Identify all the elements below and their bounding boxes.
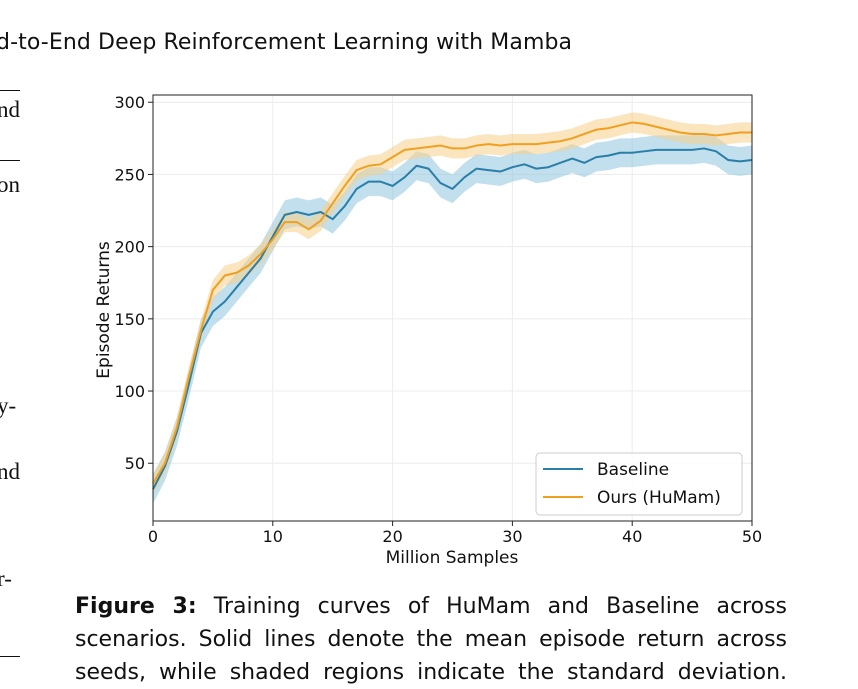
left-column-fragment: nd (0, 97, 20, 122)
y-tick-label: 250 (114, 165, 145, 184)
left-column-rule-mid (0, 160, 20, 161)
std-band-ours (153, 112, 752, 494)
x-tick-label: 30 (502, 527, 522, 546)
legend-label-baseline: Baseline (597, 460, 669, 480)
x-tick-label: 0 (148, 527, 158, 546)
series-line-ours (152, 121, 752, 484)
left-column-fragment: on (0, 172, 20, 197)
y-tick-label: 100 (114, 382, 145, 401)
left-column-fragment: r- (0, 566, 12, 591)
y-axis-label: Episode Returns (94, 241, 114, 379)
caption-line-1: Figure 3: Training curves of HuMam and B… (75, 590, 787, 623)
x-tick-label: 40 (622, 527, 642, 546)
figure-caption: Figure 3: Training curves of HuMam and B… (75, 590, 787, 689)
running-header: d-to-End Deep Reinforcement Learning wit… (0, 30, 573, 55)
caption-text: Training curves of HuMam and Baseline ac… (213, 594, 788, 619)
caption-line-3: seeds, while shaded regions indicate the… (75, 660, 787, 685)
left-column-fragment: y- (0, 393, 17, 418)
left-column-rule-bottom (0, 656, 20, 657)
plot-frame (152, 94, 753, 522)
legend: Baseline Ours (HuMam) (535, 452, 743, 516)
std-bands (153, 112, 752, 504)
y-tick-label: 200 (114, 238, 145, 257)
caption-label: Figure 3: (75, 594, 197, 619)
left-column-fragment: nd (0, 459, 20, 484)
x-tick-label: 50 (742, 527, 762, 546)
left-column-rule-top (0, 90, 20, 91)
x-tick-label: 10 (263, 527, 283, 546)
legend-box (535, 452, 743, 516)
x-tick-label: 20 (382, 527, 402, 546)
caption-line-2: scenarios. Solid lines denote the mean e… (75, 627, 787, 652)
y-tick-label: 50 (125, 454, 145, 473)
y-tick-label: 150 (114, 310, 145, 329)
mean-lines (152, 121, 753, 490)
training-curves-chart: 0 10 20 30 40 50 50 100 150 200 250 300 Million Sam… (94, 93, 762, 568)
series-line-baseline (152, 147, 753, 490)
axis-ticks: 0 10 20 30 40 50 50 100 150 200 250 300 (114, 93, 762, 546)
y-tick-label: 300 (114, 93, 145, 112)
legend-label-ours: Ours (HuMam) (597, 488, 721, 508)
x-axis-label: Million Samples (386, 548, 519, 568)
